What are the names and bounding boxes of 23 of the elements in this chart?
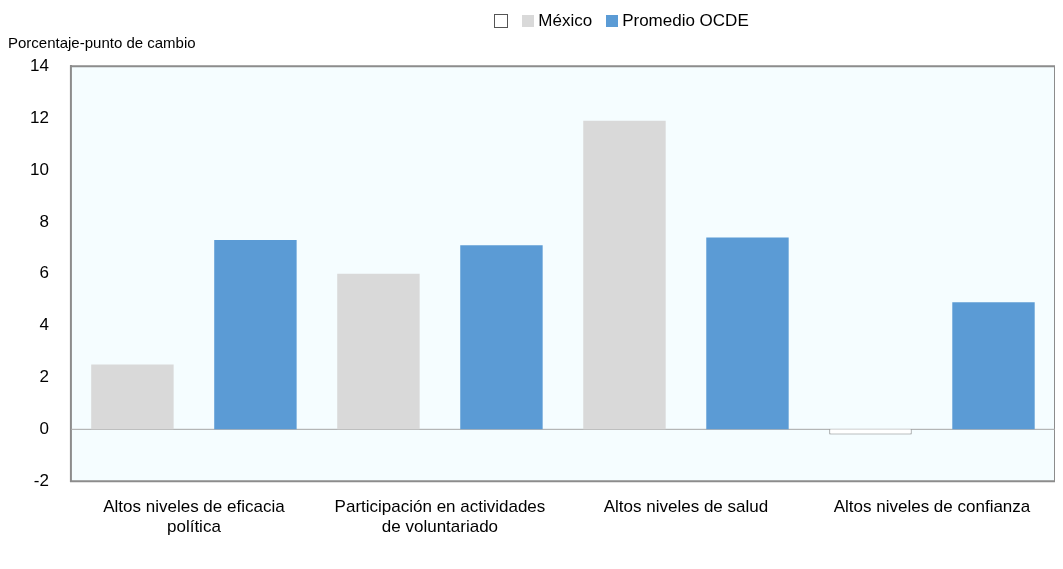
y-tick-label: 0 bbox=[39, 419, 49, 439]
bar bbox=[214, 239, 297, 430]
y-tick-label: 4 bbox=[39, 315, 49, 335]
x-tick-label: Altos niveles de confianza bbox=[833, 497, 1031, 517]
y-axis-title: Porcentaje-punto de cambio bbox=[8, 34, 196, 52]
x-tick-label: Participación en actividades de voluntariado bbox=[334, 497, 546, 537]
bar bbox=[952, 302, 1035, 430]
bar bbox=[460, 245, 543, 430]
x-tick-label: Altos niveles de salud bbox=[603, 497, 769, 517]
y-tick-label: 2 bbox=[39, 367, 49, 387]
x-tick-label: Altos niveles de eficacia política bbox=[103, 497, 286, 537]
y-tick-label: -2 bbox=[33, 470, 49, 490]
legend-label: México bbox=[538, 11, 593, 31]
y-tick-label: 6 bbox=[39, 263, 49, 283]
bar bbox=[706, 237, 789, 430]
y-tick-label: 8 bbox=[39, 211, 49, 231]
bar bbox=[91, 364, 174, 430]
legend-label: Promedio OCDE bbox=[622, 11, 749, 31]
y-tick-label: 12 bbox=[29, 107, 49, 127]
bar bbox=[583, 120, 666, 430]
bar bbox=[337, 273, 420, 430]
y-tick-label: 10 bbox=[29, 159, 49, 179]
y-tick-label: 14 bbox=[29, 55, 49, 75]
